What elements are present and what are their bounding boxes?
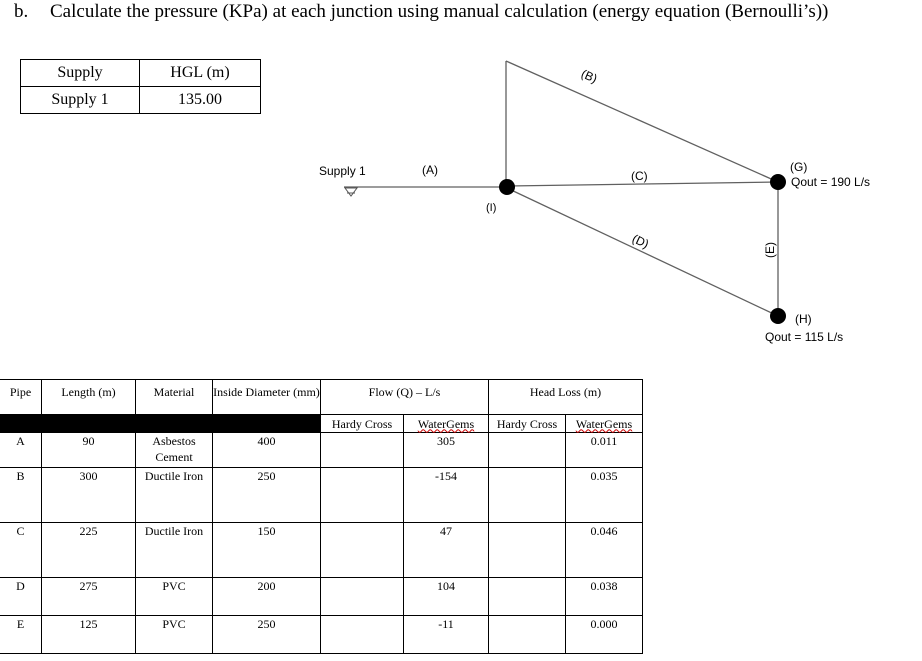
junction-h-node [770, 308, 786, 324]
material-cell: PVC [135, 615, 213, 654]
length-cell: 225 [41, 522, 136, 578]
pipe-id-cell: E [0, 615, 42, 654]
material-cell: Ductile Iron [135, 522, 213, 578]
table-row: D 275 PVC 200 104 0.038 [0, 577, 643, 616]
flow-col-header: Flow (Q) – L/s [320, 379, 489, 415]
material-cell: Ductile Iron [135, 467, 213, 523]
headloss-col-header: Head Loss (m) [488, 379, 643, 415]
length-cell: 90 [41, 432, 136, 468]
material-col-header: Material [135, 379, 213, 415]
header-band [212, 414, 321, 433]
flow-hc-cell [320, 432, 404, 468]
flow-hc-cell [320, 615, 404, 654]
table-row: B 300 Ductile Iron 250 -154 0.035 [0, 467, 643, 523]
flow-wg-cell: -11 [403, 615, 489, 654]
pipe-c-line [506, 181, 779, 187]
headloss-hc-cell [488, 522, 566, 578]
flow-watergems-header: WaterGems [403, 414, 489, 433]
length-col-header: Length (m) [41, 379, 136, 415]
diameter-col-header: Inside Diameter (mm) [212, 379, 321, 415]
diameter-cell: 150 [212, 522, 321, 578]
node-h-demand: Qout = 115 L/s [765, 330, 843, 344]
headloss-hardy-cross-header: Hardy Cross [488, 414, 566, 433]
pipe-e-label: (E) [763, 242, 777, 258]
headloss-hc-cell [488, 615, 566, 654]
table-row: E 125 PVC 250 -11 0.000 [0, 615, 643, 654]
headloss-hc-cell [488, 467, 566, 523]
headloss-watergems-header: WaterGems [565, 414, 643, 433]
pipe-data-table: Pipe Length (m) Material Inside Diameter… [0, 379, 643, 654]
junction-g-node [770, 174, 786, 190]
headloss-wg-cell: 0.000 [565, 615, 643, 654]
headloss-wg-cell: 0.011 [565, 432, 643, 468]
supply-table: Supply HGL (m) Supply 1 135.00 [20, 59, 261, 114]
junction-i-node [499, 179, 515, 195]
table-row: C 225 Ductile Iron 150 47 0.046 [0, 522, 643, 578]
pipe-c-label: (C) [631, 169, 648, 183]
pipe-network-diagram: Supply 1 (A) (B) (C) (D) (E) (I) (G) Qou… [319, 60, 870, 344]
diameter-cell: 250 [212, 467, 321, 523]
headloss-hc-cell [488, 432, 566, 468]
length-cell: 275 [41, 577, 136, 616]
headloss-wg-cell: 0.046 [565, 522, 643, 578]
pipe-id-cell: B [0, 467, 42, 523]
flow-wg-cell: 104 [403, 577, 489, 616]
pipe-id-cell: D [0, 577, 42, 616]
headloss-hc-cell [488, 577, 566, 616]
node-h-label: (H) [795, 312, 812, 326]
header-band [41, 414, 136, 433]
question-heading: b. Calculate the pressure (KPa) at each j… [14, 1, 828, 23]
diameter-cell: 400 [212, 432, 321, 468]
question-number: b. [14, 1, 29, 22]
node-i-label: (I) [486, 202, 496, 214]
material-cell: Asbestos Cement [135, 432, 213, 468]
table-row: A 90 Asbestos Cement 400 305 0.011 [0, 432, 643, 468]
pipe-a-label: (A) [422, 163, 438, 177]
headloss-wg-cell: 0.038 [565, 577, 643, 616]
diameter-cell: 200 [212, 577, 321, 616]
header-band [0, 414, 42, 433]
headloss-watergems-text: WaterGems [575, 416, 633, 431]
pipe-b-label: (B) [579, 67, 599, 86]
length-cell: 125 [41, 615, 136, 654]
flow-wg-cell: 305 [403, 432, 489, 468]
pipe-d-line [506, 187, 779, 317]
pipe-id-cell: A [0, 432, 42, 468]
header-band [135, 414, 213, 433]
pipe-col-header: Pipe [0, 379, 42, 415]
flow-hc-cell [320, 467, 404, 523]
flow-hardy-cross-header: Hardy Cross [320, 414, 404, 433]
pipe-id-cell: C [0, 522, 42, 578]
flow-wg-cell: -154 [403, 467, 489, 523]
pipe-d-label: (D) [630, 231, 651, 251]
supply-name-cell: Supply 1 [20, 86, 140, 114]
pipe-b-line [505, 60, 779, 183]
flow-watergems-text: WaterGems [417, 416, 475, 431]
diameter-cell: 250 [212, 615, 321, 654]
supply-hgl-cell: 135.00 [139, 86, 261, 114]
length-cell: 300 [41, 467, 136, 523]
node-g-demand: Qout = 190 L/s [791, 175, 870, 189]
reservoir-icon [344, 187, 358, 197]
question-text: Calculate the pressure (KPa) at each jun… [50, 1, 829, 22]
flow-hc-cell [320, 577, 404, 616]
supply-label: Supply 1 [319, 164, 366, 178]
headloss-wg-cell: 0.035 [565, 467, 643, 523]
node-g-label: (G) [790, 160, 807, 174]
material-cell: PVC [135, 577, 213, 616]
supply-header: Supply [20, 59, 140, 87]
flow-wg-cell: 47 [403, 522, 489, 578]
flow-hc-cell [320, 522, 404, 578]
